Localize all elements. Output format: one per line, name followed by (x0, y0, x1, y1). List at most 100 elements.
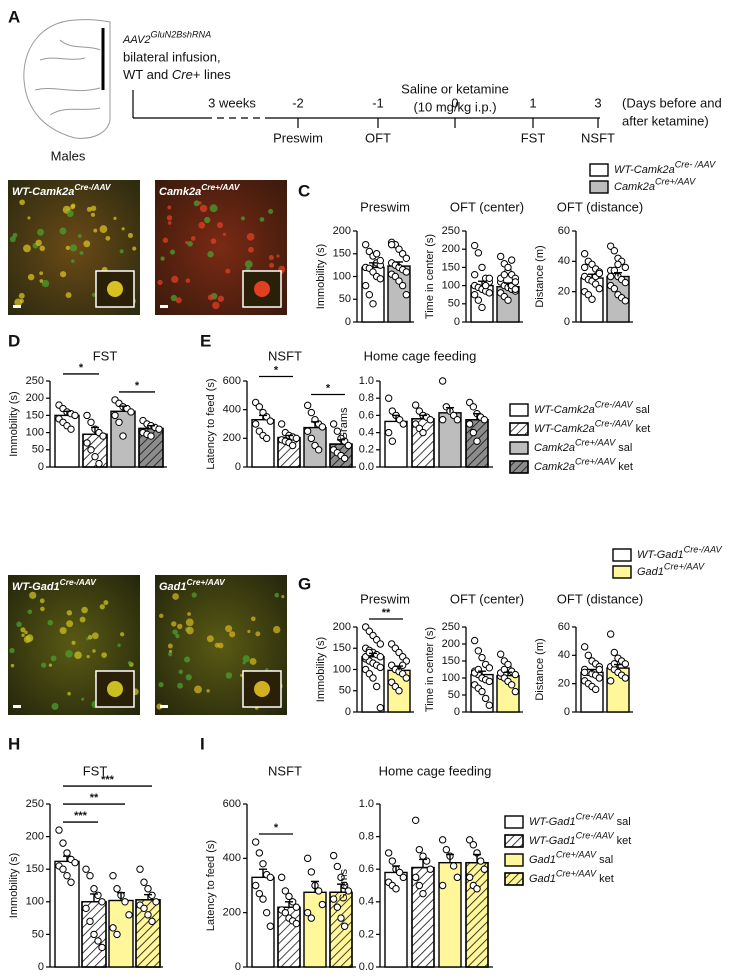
data-point (307, 408, 316, 417)
legend-swatch (504, 853, 524, 867)
cell (65, 292, 72, 299)
interval-label: 3 weeks (208, 95, 256, 110)
data-point (621, 278, 630, 287)
y-tick-label: 20 (558, 286, 570, 298)
bar (108, 899, 134, 968)
data-point (259, 895, 267, 903)
data-point (266, 873, 275, 882)
significance-label: * (274, 822, 279, 834)
y-axis-label: Grams (338, 869, 350, 903)
cell (187, 612, 191, 616)
data-point (438, 377, 447, 385)
data-point (82, 865, 90, 873)
cell (191, 592, 197, 598)
y-tick-label: 250 (26, 375, 44, 387)
y-tick-label: 200 (26, 831, 44, 843)
chart-title: Preswim (360, 199, 410, 214)
cell (127, 232, 134, 239)
cell (81, 697, 85, 701)
data-point (376, 256, 385, 265)
data-point (285, 892, 293, 901)
data-point (387, 240, 396, 249)
legend-label: Camk2aCre+/AAV (614, 177, 696, 193)
data-point (329, 851, 338, 860)
y-axis-label: Latency to feed (s) (205, 378, 217, 469)
data-point (318, 900, 327, 909)
data-point (507, 256, 516, 264)
dose-label: (10 mg/kg i.p.) (413, 99, 496, 114)
cell (83, 240, 91, 248)
data-point (333, 862, 342, 871)
data-point (465, 420, 474, 428)
bar-hatch (135, 899, 161, 968)
data-point (388, 437, 397, 445)
label-sup: Cre-/AAV (60, 577, 98, 587)
cell (66, 610, 73, 616)
cell (117, 643, 121, 648)
cell (157, 279, 163, 286)
cell (66, 210, 74, 218)
data-point (127, 408, 135, 416)
data-point (59, 839, 67, 847)
data-point (402, 674, 411, 682)
cell (71, 640, 76, 645)
cell (39, 245, 46, 252)
data-point (395, 687, 403, 695)
data-point (111, 411, 119, 420)
vector-label: AAV2GluN2BshRNA (122, 30, 211, 46)
data-point (318, 423, 327, 431)
data-point (478, 303, 486, 312)
cell (93, 228, 98, 233)
cell (160, 256, 165, 261)
data-point (469, 403, 478, 411)
data-point (426, 416, 435, 424)
cell (9, 647, 15, 654)
data-point (340, 922, 349, 930)
data-point (580, 263, 589, 272)
cell (50, 655, 57, 662)
data-point (94, 937, 102, 945)
data-point (292, 903, 301, 911)
chart-title: FST (83, 763, 108, 778)
data-point (144, 911, 152, 919)
data-point (584, 651, 593, 660)
label-suffix: ket (633, 423, 651, 435)
infusion-label: bilateral infusion, (123, 49, 221, 64)
data-point (119, 432, 127, 440)
cell (217, 295, 225, 302)
data-point (329, 895, 338, 903)
cell (240, 216, 245, 221)
chart-title: OFT (center) (450, 199, 524, 214)
cell (249, 658, 257, 665)
cell (190, 236, 196, 241)
data-point (610, 660, 619, 668)
data-point (580, 643, 589, 651)
y-tick-label: 0.2 (359, 444, 374, 456)
y-tick-label: 40 (558, 649, 570, 661)
y-tick-label: 0.4 (359, 427, 374, 439)
data-point (588, 295, 596, 303)
data-point (485, 701, 494, 709)
data-point (83, 439, 91, 447)
data-point (376, 663, 385, 672)
cell (101, 652, 107, 658)
data-point (610, 648, 619, 657)
data-point (91, 452, 99, 461)
cell (184, 656, 191, 663)
data-point (307, 434, 316, 443)
cell (27, 273, 35, 281)
data-point (262, 434, 271, 443)
y-tick-label: 0 (564, 316, 570, 328)
data-point (303, 401, 312, 410)
data-point (595, 284, 604, 293)
data-point (402, 291, 411, 299)
significance-label: *** (74, 810, 88, 822)
label-sup: Cre+/AAV (575, 457, 616, 467)
significance-label: * (274, 364, 279, 376)
data-point (340, 454, 349, 463)
y-tick-label: 200 (333, 621, 351, 633)
cell (48, 663, 53, 667)
cell (199, 204, 208, 213)
y-tick-label: 100 (442, 672, 460, 684)
y-tick-label: 0.8 (359, 392, 374, 404)
